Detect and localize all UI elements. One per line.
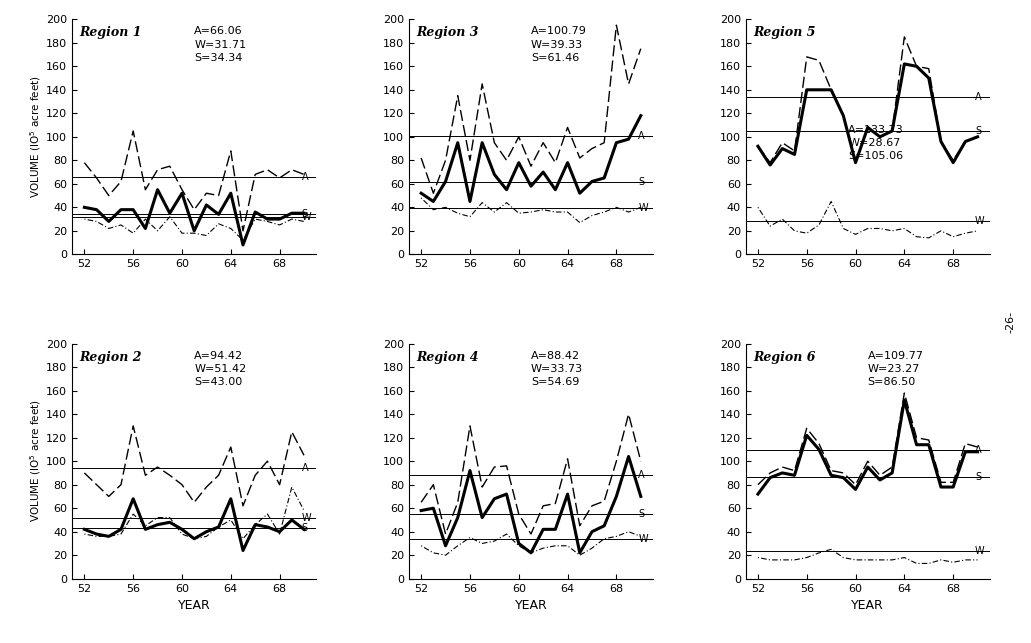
Text: W: W — [301, 513, 311, 523]
X-axis label: YEAR: YEAR — [852, 599, 885, 612]
Text: Region 2: Region 2 — [79, 350, 142, 364]
Text: W: W — [975, 215, 985, 226]
Text: A=109.77
W=23.27
S=86.50: A=109.77 W=23.27 S=86.50 — [868, 350, 924, 387]
Text: A: A — [638, 470, 645, 480]
Text: Region 5: Region 5 — [753, 26, 816, 39]
Text: Region 6: Region 6 — [753, 350, 816, 364]
Text: S: S — [301, 209, 307, 219]
Text: A: A — [975, 445, 982, 455]
Text: A: A — [638, 131, 645, 141]
Text: S: S — [301, 523, 307, 533]
Text: Region 3: Region 3 — [417, 26, 478, 39]
Text: S: S — [638, 177, 644, 187]
Y-axis label: VOLUME (IO$^5$ acre feet): VOLUME (IO$^5$ acre feet) — [29, 400, 43, 523]
Text: S: S — [975, 472, 982, 482]
Text: A: A — [975, 92, 982, 102]
Text: W: W — [638, 203, 647, 213]
Text: A=133.73
W=28.67
S=105.06: A=133.73 W=28.67 S=105.06 — [849, 125, 904, 161]
Text: S: S — [975, 126, 982, 136]
Text: Region 4: Region 4 — [417, 350, 478, 364]
X-axis label: YEAR: YEAR — [514, 599, 547, 612]
Text: A=66.06
W=31.71
S=34.34: A=66.06 W=31.71 S=34.34 — [194, 26, 246, 63]
Text: Region 1: Region 1 — [79, 26, 142, 39]
Text: -26-: -26- — [1005, 311, 1016, 332]
Text: W: W — [975, 547, 985, 556]
Text: W: W — [638, 534, 647, 544]
Text: A=94.42
W=51.42
S=43.00: A=94.42 W=51.42 S=43.00 — [194, 350, 246, 387]
Text: S: S — [638, 509, 644, 520]
Y-axis label: VOLUME (IO$^5$ acre feet): VOLUME (IO$^5$ acre feet) — [29, 75, 43, 198]
Text: W: W — [301, 212, 311, 222]
X-axis label: YEAR: YEAR — [177, 599, 210, 612]
Text: A: A — [301, 172, 308, 182]
Text: A: A — [301, 463, 308, 473]
Text: A=100.79
W=39.33
S=61.46: A=100.79 W=39.33 S=61.46 — [531, 26, 587, 63]
Text: A=88.42
W=33.73
S=54.69: A=88.42 W=33.73 S=54.69 — [531, 350, 584, 387]
